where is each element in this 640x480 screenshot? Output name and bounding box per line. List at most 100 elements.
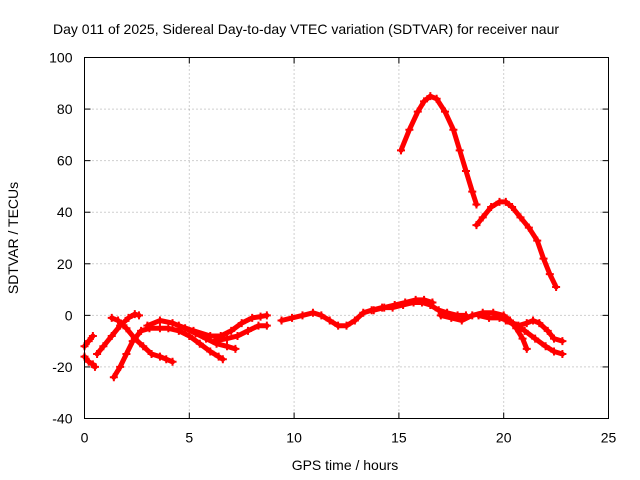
- data-point: [550, 347, 559, 356]
- data-point: [109, 373, 118, 382]
- data-point: [124, 313, 133, 322]
- data-point: [455, 146, 464, 155]
- data-point: [428, 298, 437, 307]
- data-point: [472, 221, 481, 230]
- data-point: [508, 203, 517, 212]
- data-point: [262, 311, 271, 320]
- data-point: [447, 313, 456, 322]
- data-point: [520, 326, 529, 335]
- data-point: [380, 303, 389, 312]
- grid-lines: [84, 57, 609, 419]
- data-point: [531, 334, 540, 343]
- data-point: [550, 334, 559, 343]
- data-point: [529, 316, 538, 325]
- data-point: [390, 301, 399, 310]
- data-point: [396, 146, 405, 155]
- data-point: [512, 321, 521, 330]
- x-tick-label: 25: [601, 430, 617, 446]
- data-point: [248, 313, 257, 322]
- data-point: [116, 321, 125, 330]
- data-point: [227, 326, 236, 335]
- data-point: [359, 308, 368, 317]
- series-arc-14: [398, 93, 479, 207]
- data-point: [541, 342, 550, 351]
- data-point: [210, 337, 219, 346]
- data-point: [139, 342, 148, 351]
- data-point: [99, 342, 108, 351]
- data-point: [147, 350, 156, 359]
- data-point: [516, 213, 525, 222]
- data-point: [543, 326, 552, 335]
- data-point: [558, 350, 567, 359]
- data-point: [195, 339, 204, 348]
- data-point: [545, 270, 554, 279]
- y-tick-label: -40: [52, 411, 72, 427]
- series-arc-1: [82, 354, 98, 370]
- y-axis-label: SDTVAR / TECUs: [5, 182, 21, 294]
- data-point: [485, 313, 494, 322]
- data-point: [501, 316, 510, 325]
- data-point: [254, 321, 263, 330]
- data-point: [524, 223, 533, 232]
- data-point: [342, 321, 351, 330]
- data-point: [168, 319, 177, 328]
- data-point: [317, 311, 326, 320]
- data-point: [174, 321, 183, 330]
- data-point: [130, 310, 139, 319]
- data-point: [155, 316, 164, 325]
- x-tick-label: 0: [81, 430, 89, 446]
- data-point: [487, 203, 496, 212]
- x-tick-label: 5: [185, 430, 193, 446]
- data-point: [223, 334, 232, 343]
- data-point: [369, 306, 378, 315]
- y-tick-label: 0: [65, 307, 73, 323]
- data-point: [189, 326, 198, 335]
- data-point: [350, 316, 359, 325]
- data-point: [478, 213, 487, 222]
- data-point: [334, 321, 343, 330]
- data-point: [288, 313, 297, 322]
- data-point: [495, 313, 504, 322]
- data-point: [116, 362, 125, 371]
- data-point: [168, 357, 177, 366]
- data-point: [214, 352, 223, 361]
- axis-ticks: 0 5 10 15 20 25 -40 -20 0 20 40 60 80 100: [49, 50, 616, 446]
- data-point: [107, 331, 116, 340]
- data-point: [237, 319, 246, 328]
- data-point: [468, 187, 477, 196]
- data-point: [231, 344, 240, 353]
- data-point: [185, 331, 194, 340]
- data-point: [298, 311, 307, 320]
- x-tick-label: 10: [286, 430, 302, 446]
- data-point: [88, 331, 97, 340]
- data-point: [134, 311, 143, 320]
- data-point: [155, 352, 164, 361]
- data-point: [552, 282, 561, 291]
- data-point: [436, 311, 445, 320]
- data-point: [432, 94, 441, 103]
- data-point: [84, 357, 93, 366]
- x-tick-label: 20: [496, 430, 512, 446]
- data-point: [143, 321, 152, 330]
- data-point: [243, 326, 252, 335]
- data-point: [522, 344, 531, 353]
- data-point: [114, 316, 123, 325]
- data-point: [411, 295, 420, 304]
- data-point: [206, 331, 215, 340]
- chart-title: Day 011 of 2025, Sidereal Day-to-day VTE…: [53, 21, 559, 37]
- data-point: [107, 313, 116, 322]
- data-point: [325, 316, 334, 325]
- data-point: [162, 355, 171, 364]
- data-point: [308, 308, 317, 317]
- data-point: [522, 319, 531, 328]
- x-tick-label: 15: [391, 430, 407, 446]
- data-point: [155, 324, 164, 333]
- data-point: [137, 326, 146, 335]
- data-point: [401, 298, 410, 307]
- data-point: [122, 350, 131, 359]
- data-point: [558, 337, 567, 346]
- series-arc-4: [111, 325, 226, 380]
- plot-frame: [84, 57, 609, 419]
- data-point: [233, 331, 242, 340]
